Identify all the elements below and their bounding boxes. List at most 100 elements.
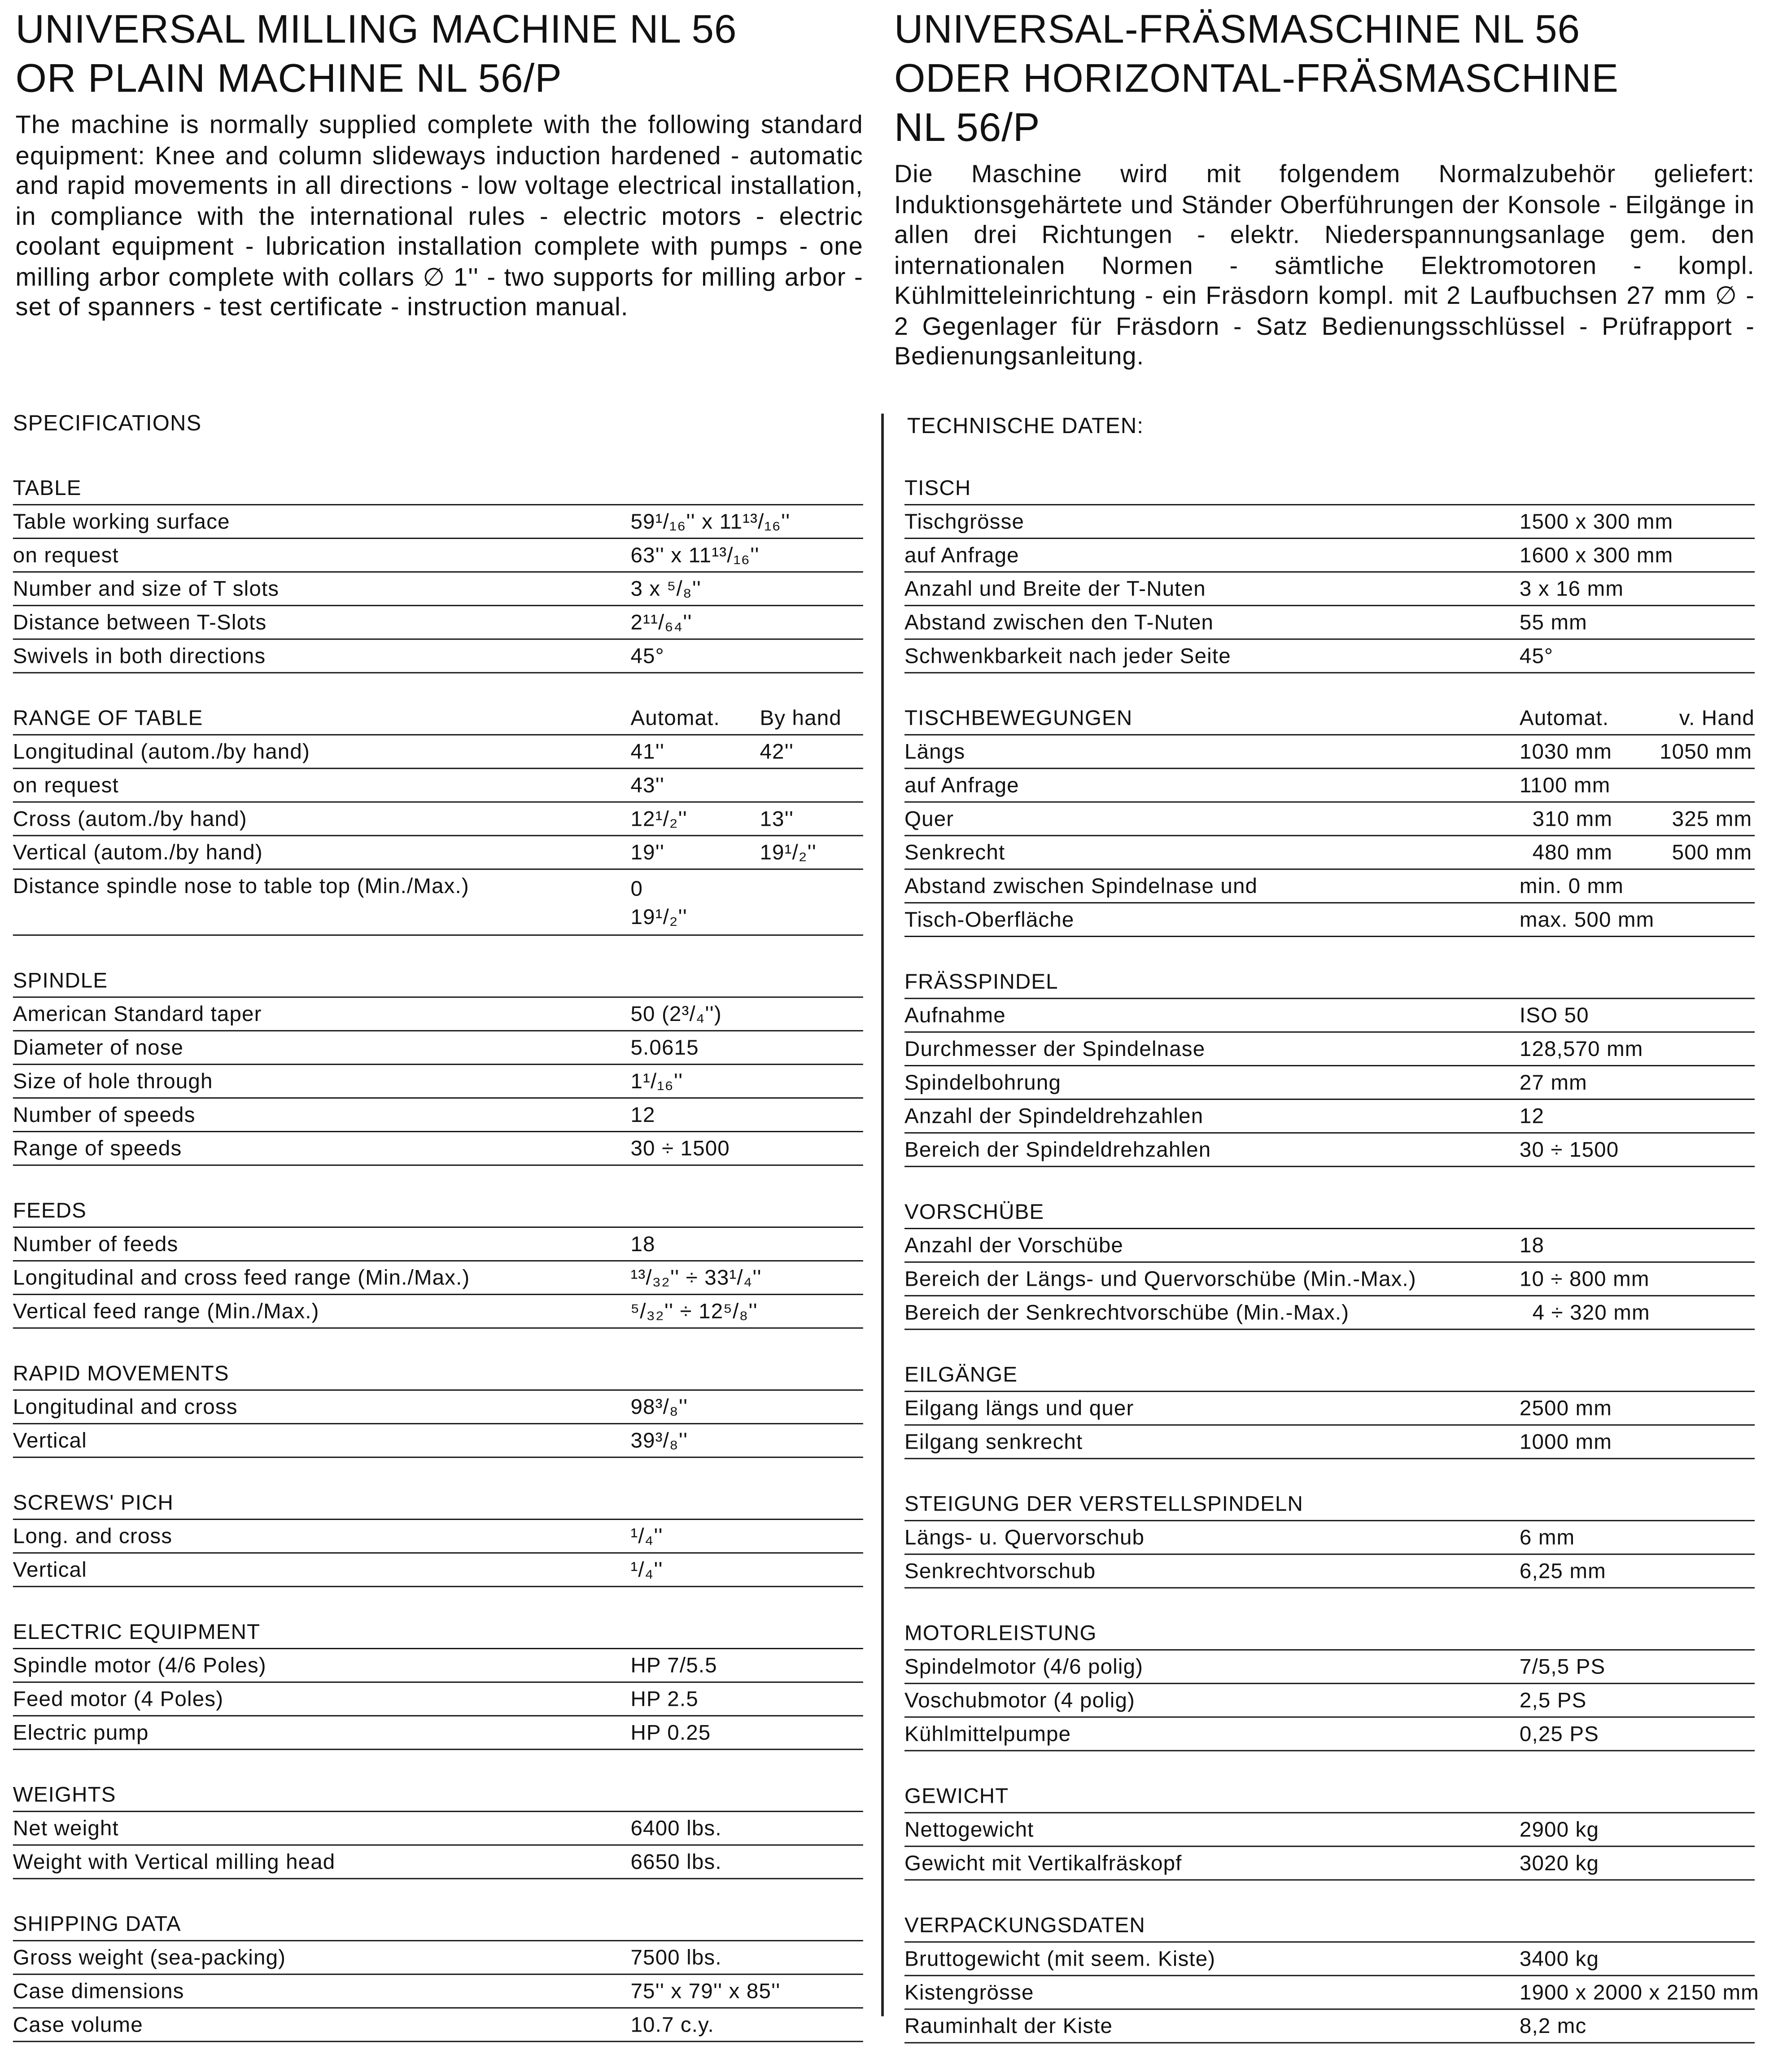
spec-row: Anzahl und Breite der T-Nuten 3 x 16 mm	[904, 573, 1755, 606]
spec-section: RANGE OF TABLE Automat. By hand Longitudina…	[13, 702, 863, 936]
section-title: FEEDS	[13, 1199, 87, 1223]
spec-row: Spindelbohrung 27 mm	[904, 1066, 1755, 1100]
spec-value: 12¹/₂''	[630, 808, 687, 831]
spec-value: 1600 x 300 mm	[1519, 544, 1673, 568]
spec-label: Net weight	[13, 1817, 119, 1841]
spec-row: Voschubmotor (4 polig) 2,5 PS	[904, 1684, 1755, 1718]
spec-row: Kühlmittelpumpe 0,25 PS	[904, 1718, 1755, 1752]
spec-label: Senkrechtvorschub	[904, 1560, 1096, 1584]
spec-section: EILGÄNGE Eilgang längs und quer 2500 mm Eil…	[904, 1358, 1755, 1459]
spec-row: Längs 1030 mm 1050 mm	[904, 736, 1755, 769]
spec-value: 3 x 16 mm	[1519, 578, 1624, 601]
spec-label: Eilgang längs und quer	[904, 1397, 1134, 1421]
spec-value: 3020 kg	[1519, 1852, 1599, 1875]
spec-value: 0,25 PS	[1519, 1723, 1599, 1746]
spec-label: Gross weight (sea-packing)	[13, 1946, 286, 1970]
spec-value: 1900 x 2000 x 2150 mm	[1519, 1981, 1759, 2005]
spec-row: Aufnahme ISO 50	[904, 999, 1755, 1033]
spec-label: Gewicht mit Vertikalfräskopf	[904, 1852, 1182, 1875]
section-heading: STEIGUNG DER VERSTELLSPINDELN	[904, 1488, 1755, 1521]
spec-value: 1030 mm	[1519, 740, 1612, 764]
spec-value: 63'' x 11¹³/₁₆''	[630, 544, 760, 568]
spec-section: SHIPPING DATA Gross weight (sea-packing) 7…	[13, 1908, 863, 2042]
spec-label: American Standard taper	[13, 1003, 262, 1026]
english-intro: The machine is normally supplied complet…	[15, 111, 863, 322]
spec-label: Distance spindle nose to table top (Min.…	[13, 875, 469, 898]
spec-value: 5.0615	[630, 1036, 699, 1060]
spec-row: Size of hole through 1¹/₁₆''	[13, 1065, 863, 1099]
section-title: TISCHBEWEGUNGEN	[904, 707, 1133, 731]
spec-label: Kühlmittelpumpe	[904, 1723, 1071, 1746]
spec-label: Quer	[904, 808, 954, 831]
spec-label: Eilgang senkrecht	[904, 1431, 1083, 1454]
column-header-by-hand: By hand	[760, 707, 842, 731]
section-heading: WEIGHTS	[13, 1779, 863, 1812]
spec-label: Aufnahme	[904, 1004, 1006, 1028]
spec-value: 10.7 c.y.	[630, 2014, 714, 2037]
spec-label: Long. and cross	[13, 1525, 173, 1549]
german-intro: Die Maschine wird mit folgendem Normalzu…	[894, 162, 1755, 371]
section-heading: FEEDS	[13, 1194, 863, 1228]
spec-label: on request	[13, 774, 119, 797]
spec-label: Table working surface	[13, 510, 230, 534]
spec-row: Vertical (autom./by hand) 19'' 19¹/₂''	[13, 836, 863, 870]
spec-value: 2,5 PS	[1519, 1689, 1587, 1713]
section-heading: TISCH	[904, 472, 1755, 506]
column-header-automatic: Automat.	[1519, 707, 1609, 731]
section-heading: SHIPPING DATA	[13, 1908, 863, 1941]
spec-row: Eilgang senkrecht 1000 mm	[904, 1426, 1755, 1459]
spec-label: Durchmesser der Spindelnase	[904, 1038, 1206, 1061]
spec-label: Size of hole through	[13, 1070, 213, 1094]
spec-sheet-page: UNIVERSAL MILLING MACHINE NL 56 OR PLAIN…	[13, 6, 1759, 2044]
spec-section: GEWICHT Nettogewicht 2900 kg Gewicht mit Ve…	[904, 1780, 1755, 1881]
spec-row: Longitudinal and cross 98³/₈''	[13, 1391, 863, 1424]
section-title: TABLE	[13, 477, 82, 500]
section-title: RANGE OF TABLE	[13, 707, 203, 731]
spec-value: 98³/₈''	[630, 1396, 688, 1419]
column-divider	[881, 413, 883, 2016]
spec-label: Diameter of nose	[13, 1036, 184, 1060]
spec-value: 6650 lbs.	[630, 1851, 722, 1874]
spec-row: Anzahl der Spindeldrehzahlen 12	[904, 1100, 1755, 1134]
spec-value: max. 500 mm	[1519, 908, 1655, 932]
spec-label: Kistengrösse	[904, 1981, 1034, 2005]
spec-value: 27 mm	[1519, 1071, 1587, 1095]
section-title: SHIPPING DATA	[13, 1913, 181, 1936]
title-line: UNIVERSAL MILLING MACHINE NL 56	[15, 6, 737, 52]
spec-value: 41''	[630, 740, 665, 764]
spec-value: 50 (2³/₄'')	[630, 1003, 722, 1026]
spec-value: 7500 lbs.	[630, 1946, 722, 1970]
section-title: STEIGUNG DER VERSTELLSPINDELN	[904, 1493, 1304, 1516]
spec-value: 6,25 mm	[1519, 1560, 1606, 1584]
spec-section: TABLE Table working surface 59¹/₁₆'' x 11¹…	[13, 472, 863, 674]
spec-value: 45°	[1519, 645, 1554, 668]
spec-label: Abstand zwischen den T-Nuten	[904, 611, 1214, 635]
spec-value: 18	[630, 1233, 655, 1257]
spec-label: Nettogewicht	[904, 1818, 1034, 1842]
spec-value: HP 0.25	[630, 1722, 711, 1745]
section-title: TISCH	[904, 477, 971, 500]
spec-section: WEIGHTS Net weight 6400 lbs. Weight with Ve…	[13, 1779, 863, 1879]
spec-label: Range of speeds	[13, 1137, 182, 1161]
spec-section: ELECTRIC EQUIPMENT Spindle motor (4/6 Pol…	[13, 1616, 863, 1750]
spec-label: Vertical (autom./by hand)	[13, 841, 263, 865]
spec-label: Bereich der Senkrechtvorschübe (Min.-Max…	[904, 1301, 1350, 1325]
spec-row: Vertical 39³/₈''	[13, 1424, 863, 1458]
spec-value: 55 mm	[1519, 611, 1587, 635]
spec-value: 4 ÷ 320 mm	[1519, 1301, 1650, 1325]
spec-row: Long. and cross ¹/₄''	[13, 1520, 863, 1554]
spec-label: Cross (autom./by hand)	[13, 808, 247, 831]
spec-label: Vertical	[13, 1559, 87, 1582]
spec-section: RAPID MOVEMENTS Longitudinal and cross 98³…	[13, 1357, 863, 1458]
spec-value: ⁵/₃₂'' ÷ 12⁵/₈''	[630, 1300, 758, 1324]
spec-label: Tischgrösse	[904, 510, 1025, 534]
section-heading: RAPID MOVEMENTS	[13, 1357, 863, 1391]
section-title: WEIGHTS	[13, 1783, 116, 1807]
spec-label: Anzahl und Breite der T-Nuten	[904, 578, 1206, 601]
spec-row: Nettogewicht 2900 kg	[904, 1814, 1755, 1847]
section-title: ELECTRIC EQUIPMENT	[13, 1621, 261, 1644]
spec-label: Längs- u. Quervorschub	[904, 1526, 1145, 1550]
spec-value: 480 mm	[1519, 841, 1613, 865]
spec-row: Vertical ¹/₄''	[13, 1554, 863, 1587]
spec-row: Quer 310 mm 325 mm	[904, 802, 1755, 837]
